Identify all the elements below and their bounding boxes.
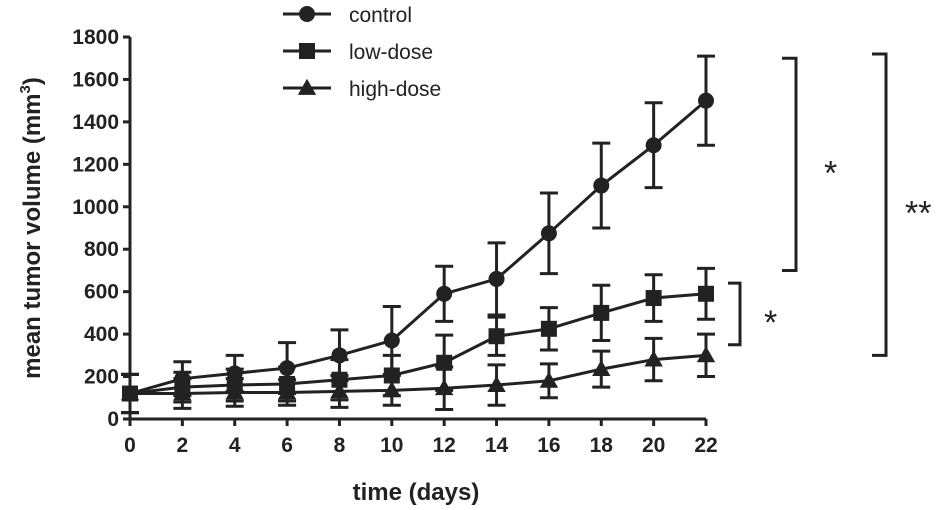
x-tick-label: 16 bbox=[537, 434, 560, 457]
y-tick-label: 200 bbox=[84, 366, 119, 389]
legend-item-control: control bbox=[283, 4, 412, 27]
y-tick-label: 1000 bbox=[72, 196, 119, 219]
significance-annotations: **** bbox=[728, 52, 931, 357]
x-tick-label: 2 bbox=[177, 434, 189, 457]
significance-bracket: * bbox=[728, 281, 777, 347]
marker-triangle bbox=[173, 384, 192, 401]
bracket-line bbox=[872, 52, 888, 357]
x-tick-label: 14 bbox=[485, 434, 509, 457]
marker-square bbox=[488, 328, 505, 345]
y-tick-label: 600 bbox=[84, 281, 119, 304]
x-tick-label: 8 bbox=[334, 434, 346, 457]
significance-bracket: ** bbox=[872, 52, 931, 357]
marker-circle bbox=[540, 225, 557, 242]
y-axis-title-sup: 3 bbox=[17, 85, 34, 93]
series-control bbox=[121, 54, 715, 415]
marker-triangle bbox=[225, 383, 244, 400]
marker-circle bbox=[698, 92, 714, 109]
x-tick-label: 4 bbox=[229, 434, 241, 457]
x-tick-label: 10 bbox=[380, 434, 403, 457]
x-tick-label: 22 bbox=[694, 434, 717, 457]
y-tick-label: 0 bbox=[107, 408, 119, 431]
series-low-dose bbox=[121, 266, 715, 415]
series-line bbox=[129, 292, 707, 396]
marker-triangle bbox=[382, 381, 402, 398]
y-axis-title-main: mean tumor volume (mm bbox=[19, 93, 46, 378]
marker-square bbox=[593, 304, 610, 321]
significance-label: ** bbox=[905, 195, 931, 233]
marker-triangle bbox=[592, 359, 611, 377]
y-axis-title-close: ) bbox=[19, 77, 46, 85]
x-tick-label: 0 bbox=[124, 434, 136, 457]
marker-triangle bbox=[644, 350, 663, 367]
series-layer bbox=[120, 54, 716, 415]
marker-square bbox=[299, 43, 315, 59]
marker-circle bbox=[645, 137, 662, 154]
legend-label: high-dose bbox=[349, 78, 441, 101]
significance-label: * bbox=[824, 154, 837, 192]
series-high-dose bbox=[120, 332, 716, 415]
marker-circle bbox=[299, 6, 315, 22]
x-tick-label: 6 bbox=[281, 434, 293, 457]
marker-square bbox=[540, 320, 557, 337]
y-tick-label: 1200 bbox=[72, 153, 119, 176]
legend-item-high-dose: high-dose bbox=[283, 78, 441, 101]
legend-item-low-dose: low-dose bbox=[283, 41, 433, 64]
x-tick-label: 18 bbox=[590, 434, 614, 457]
marker-square bbox=[698, 285, 714, 302]
bracket-line bbox=[728, 281, 742, 347]
legend-label: control bbox=[349, 4, 412, 27]
marker-triangle bbox=[539, 371, 559, 388]
significance-label: * bbox=[764, 304, 777, 342]
y-tick-label: 400 bbox=[84, 323, 119, 346]
marker-triangle bbox=[330, 382, 349, 399]
marker-triangle bbox=[297, 78, 317, 95]
y-tick-label: 1400 bbox=[72, 111, 119, 134]
x-tick-label: 20 bbox=[642, 434, 665, 457]
marker-circle bbox=[383, 332, 400, 349]
marker-circle bbox=[593, 177, 610, 194]
bracket-line bbox=[782, 56, 798, 272]
series-line bbox=[129, 99, 707, 395]
marker-triangle bbox=[434, 379, 454, 396]
y-tick-label: 800 bbox=[84, 238, 119, 261]
series-line bbox=[130, 353, 707, 396]
y-tick-label: 1800 bbox=[72, 26, 119, 49]
marker-triangle bbox=[696, 346, 716, 363]
legend-label: low-dose bbox=[349, 41, 433, 64]
marker-circle bbox=[488, 270, 505, 287]
significance-bracket: * bbox=[782, 56, 837, 272]
y-axis-title: mean tumor volume (mm3) bbox=[17, 77, 46, 379]
legend: control low-dose high-dose bbox=[283, 4, 441, 101]
marker-triangle bbox=[487, 375, 506, 392]
marker-square bbox=[645, 290, 662, 307]
x-axis-title: time (days) bbox=[353, 479, 480, 506]
marker-circle bbox=[436, 285, 453, 302]
marker-triangle bbox=[120, 384, 140, 401]
y-tick-label: 1600 bbox=[72, 68, 119, 91]
axes: 0 200 400 600 800 1000 1200 1400 1600 1800 0 2 4 6 8 10… bbox=[72, 26, 717, 457]
marker-triangle bbox=[277, 383, 297, 400]
x-tick-label: 12 bbox=[433, 434, 456, 457]
